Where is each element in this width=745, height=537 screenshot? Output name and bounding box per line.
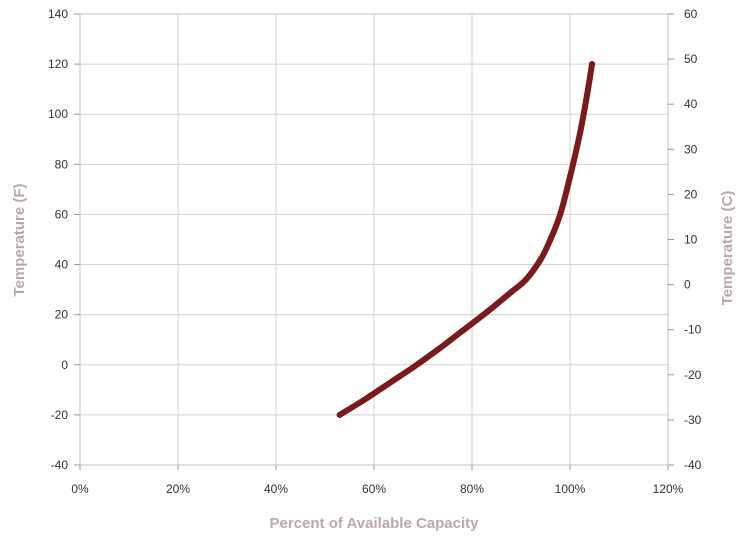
data-point [557, 211, 564, 218]
data-point [336, 411, 343, 418]
y2-tick-label: 40 [684, 97, 698, 111]
y-tick-label: 140 [48, 7, 68, 21]
y2-tick-label: 50 [684, 52, 698, 66]
data-point [483, 309, 490, 316]
y2-tick-label: -20 [684, 368, 702, 382]
x-tick-label: 0% [71, 482, 89, 496]
data-point [410, 364, 417, 371]
x-tick-label: 120% [653, 482, 684, 496]
x-tick-label: 20% [166, 482, 190, 496]
y2-axis-title: Temperature (C) [719, 191, 736, 306]
data-point [547, 236, 554, 243]
y-tick-label: -20 [51, 408, 69, 422]
y2-tick-label: -10 [684, 323, 702, 337]
y2-tick-label: 20 [684, 187, 698, 201]
data-point [385, 380, 392, 387]
data-point [459, 327, 466, 334]
y-tick-label: 0 [61, 358, 68, 372]
y2-tick-label: 30 [684, 142, 698, 156]
y2-tick-label: -30 [684, 413, 702, 427]
data-point [537, 256, 544, 263]
data-point [584, 91, 591, 98]
series-layer [336, 61, 596, 418]
y2-tick-label: 0 [684, 278, 691, 292]
y-axis-title: Temperature (F) [11, 183, 28, 296]
y-tick-label: 20 [55, 308, 69, 322]
y-tick-label: 120 [48, 57, 68, 71]
data-point [576, 131, 583, 138]
data-point [589, 61, 596, 68]
y-tick-label: 40 [55, 258, 69, 272]
x-tick-label: 40% [264, 482, 288, 496]
data-point [522, 276, 529, 283]
y-axis-ticks: -40 -20 0 20 40 60 80 100 120 140 [48, 7, 80, 472]
x-tick-label: 100% [555, 482, 586, 496]
y-tick-label: -40 [51, 458, 69, 472]
x-axis-title: Percent of Available Capacity [270, 515, 480, 532]
x-tick-label: 60% [362, 482, 386, 496]
y-tick-label: 80 [55, 157, 69, 171]
x-axis-ticks: 0% 20% 40% 60% 80% 100% 120% [71, 465, 684, 496]
data-point [434, 346, 441, 353]
y-tick-label: 60 [55, 207, 69, 221]
y2-tick-label: -40 [684, 458, 702, 472]
data-point [361, 396, 368, 403]
capacity-curve [336, 61, 595, 418]
y2-tick-label: 60 [684, 7, 698, 21]
data-point [567, 173, 573, 180]
data-point [508, 289, 515, 296]
y2-tick-label: 10 [684, 233, 698, 247]
y2-axis-ticks: -40 -30 -20 -10 0 10 20 30 40 50 60 [668, 7, 702, 472]
y-tick-label: 100 [48, 107, 68, 121]
x-tick-label: 80% [460, 482, 484, 496]
